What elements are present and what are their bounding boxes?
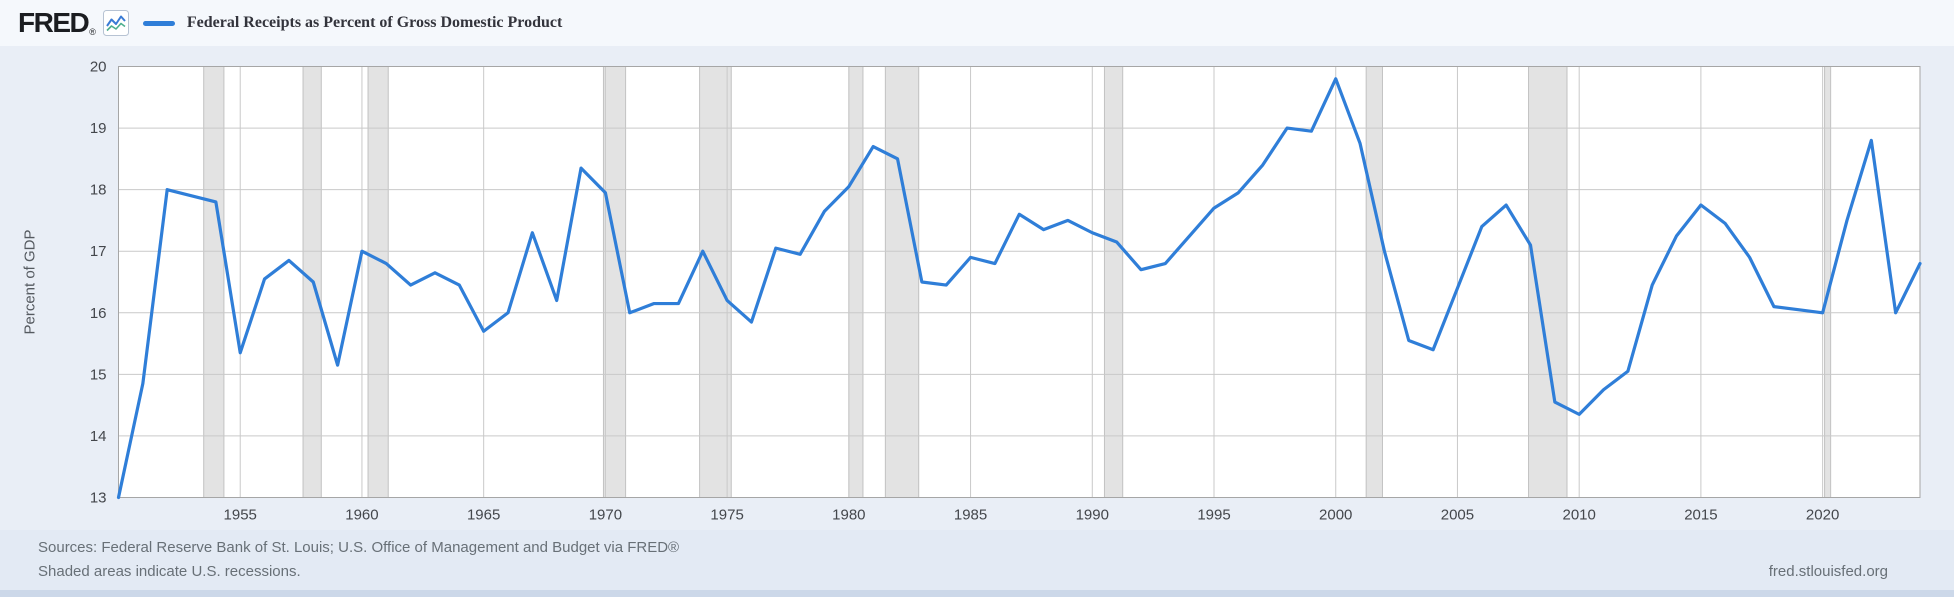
x-tick-label: 1960 <box>345 507 378 524</box>
sources-text: Sources: Federal Reserve Bank of St. Lou… <box>38 539 680 556</box>
x-tick-label: 1985 <box>954 507 987 524</box>
x-tick-label: 1970 <box>589 507 622 524</box>
chart-footer: Sources: Federal Reserve Bank of St. Lou… <box>0 530 1954 597</box>
line-chart: 13 14 15 16 17 18 19 20 1955 1960 1965 1970 1975 1980… <box>90 59 1922 524</box>
recession-band <box>1366 66 1383 498</box>
fred-site-link[interactable]: fred.stlouisfed.org <box>1768 563 1888 580</box>
recession-band <box>1528 66 1568 498</box>
recession-band <box>203 66 224 498</box>
y-axis-title: Percent of GDP <box>21 229 39 335</box>
legend-line-swatch <box>142 20 175 26</box>
y-tick-label: 16 <box>90 305 107 322</box>
registered-mark: ® <box>89 27 96 37</box>
x-tick-label: 1980 <box>832 507 865 524</box>
line-chart-icon <box>102 10 129 36</box>
x-tick-label: 2015 <box>1684 507 1717 524</box>
recession-band <box>848 66 863 498</box>
y-tick-label: 15 <box>90 366 107 383</box>
y-tick-label: 19 <box>90 120 107 137</box>
footer-bottom-strip <box>0 590 1954 597</box>
x-tick-label: 1995 <box>1197 507 1230 524</box>
recession-band <box>885 66 919 498</box>
y-tick-label: 13 <box>90 490 107 507</box>
fred-logo-text: FRED <box>18 7 90 38</box>
x-tick-label: 1990 <box>1076 507 1109 524</box>
recession-band <box>1104 66 1123 498</box>
y-tick-label: 14 <box>90 428 107 445</box>
x-tick-label: 2005 <box>1441 507 1474 524</box>
y-tick-label: 17 <box>90 243 107 260</box>
y-tick-label: 18 <box>90 182 107 199</box>
x-tick-label: 1975 <box>710 507 743 524</box>
x-tick-label: 2010 <box>1562 507 1595 524</box>
recession-band <box>699 66 732 498</box>
x-tick-label: 2000 <box>1319 507 1352 524</box>
y-tick-label: 20 <box>90 59 107 76</box>
legend-series-label[interactable]: Federal Receipts as Percent of Gross Dom… <box>186 14 563 31</box>
recession-band <box>1824 66 1831 498</box>
chart-header: FRED ® Federal Receipts as Percent of Gr… <box>0 0 1954 46</box>
plot-border <box>118 66 1921 498</box>
recession-band <box>603 66 626 498</box>
x-tick-label: 2020 <box>1806 507 1839 524</box>
series-line <box>116 77 1922 500</box>
x-tick-label: 1965 <box>467 507 500 524</box>
x-tick-label: 1955 <box>224 507 257 524</box>
fred-logo[interactable]: FRED ® <box>18 7 96 39</box>
recession-note-text: Shaded areas indicate U.S. recessions. <box>38 563 301 580</box>
recession-band <box>368 66 389 498</box>
